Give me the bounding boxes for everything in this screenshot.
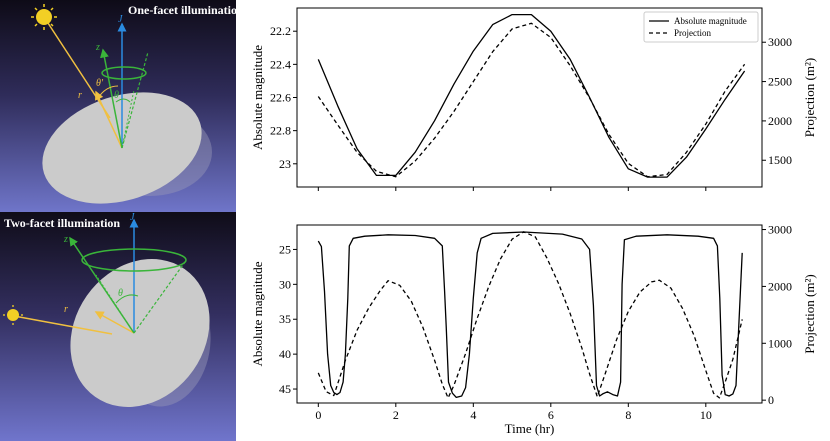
z-axis: [69, 236, 135, 334]
y-tick-label: 35: [279, 312, 291, 326]
series-line-projection: [317, 231, 743, 399]
x-tick-label: 6: [548, 408, 554, 422]
label-theta-prime: θ': [96, 78, 104, 89]
illustration-one-facet: One-facet illumination J z r θ' θ: [0, 0, 244, 212]
label-r: r: [64, 304, 68, 315]
x-tick-label: 8: [625, 408, 631, 422]
series-line-projection: [317, 22, 746, 178]
y-right-tick-label: 1000: [768, 336, 792, 350]
sun-ray: [45, 19, 111, 119]
precession-axis: [133, 261, 186, 334]
x-axis-label: Time (hr): [505, 421, 555, 436]
theta-prime-arc: [97, 85, 119, 99]
precession-axis: [121, 51, 149, 149]
legend: Absolute magnitude Projection: [643, 11, 759, 43]
y-right-axis-label: Projection (m²): [802, 58, 817, 137]
legend-box: [643, 11, 759, 43]
sun-icon: [3, 305, 23, 325]
y-right-tick-label: 2000: [768, 279, 792, 293]
x-tick-label: 0: [315, 408, 321, 422]
legend-label: Absolute magnitude: [674, 16, 747, 26]
theta-arc: [115, 98, 131, 103]
y-tick-label: 22.4: [270, 57, 291, 71]
precession-cone: [101, 66, 147, 80]
caption-one-facet: One-facet illumination: [128, 3, 244, 17]
label-z: z: [95, 42, 100, 53]
y-axis-label: Absolute magnitude: [250, 261, 265, 366]
y-right-tick-label: 2000: [768, 114, 792, 128]
y-right-tick-label: 2500: [768, 75, 792, 89]
series-line-absolute-magnitude: [317, 231, 743, 399]
caption-two-facet: Two-facet illumination: [4, 216, 120, 230]
y-tick-label: 25: [279, 242, 291, 256]
y-right-axis-label: Projection (m²): [802, 274, 817, 353]
chart-one-facet: 22.2 22.4 22.6 22.8 23 1500 2000 2500 3000 Absolu…: [250, 7, 817, 191]
chart-two-facet: 0 2 4 6 8 10 25 30 35 40 45 0 1000 2000 3000 Absolute m…: [250, 223, 817, 436]
x-tick-label: 2: [393, 408, 399, 422]
y-right-tick-label: 3000: [768, 35, 792, 49]
r-vector: [95, 90, 123, 149]
legend-label: Projection: [674, 28, 711, 38]
y-tick-label: 40: [279, 347, 291, 361]
label-J: J: [130, 212, 135, 223]
y-tick-label: 30: [279, 277, 291, 291]
y-tick-label: 23: [279, 157, 291, 171]
z-axis: [100, 48, 123, 149]
y-tick-label: 22.6: [270, 91, 291, 105]
label-r: r: [78, 90, 82, 101]
plot-frame: [296, 224, 763, 404]
y-tick-label: 45: [279, 382, 291, 396]
x-tick-label: 4: [470, 408, 476, 422]
label-theta: θ: [114, 90, 119, 101]
normal-axis: [121, 89, 135, 149]
r-vector: [94, 311, 135, 334]
sun-icon: [31, 4, 57, 30]
illustration-two-facet: Two-facet illumination J z r θ: [0, 212, 236, 441]
y-right-tick-label: 3000: [768, 223, 792, 237]
label-z: z: [63, 234, 68, 245]
sun-ray: [13, 315, 113, 335]
y-axis-label: Absolute magnitude: [250, 45, 265, 150]
precession-cone: [81, 248, 187, 272]
y-right-tick-label: 0: [768, 393, 774, 407]
asteroid-disk: [70, 259, 210, 407]
theta-arc: [115, 294, 139, 304]
y-tick-label: 22.2: [270, 24, 291, 38]
normal-axis: [95, 274, 135, 334]
label-theta: θ: [118, 288, 123, 299]
y-right-tick-label: 1500: [768, 153, 792, 167]
y-tick-label: 22.8: [270, 124, 291, 138]
x-tick-label: 10: [700, 408, 712, 422]
label-J: J: [118, 14, 123, 25]
